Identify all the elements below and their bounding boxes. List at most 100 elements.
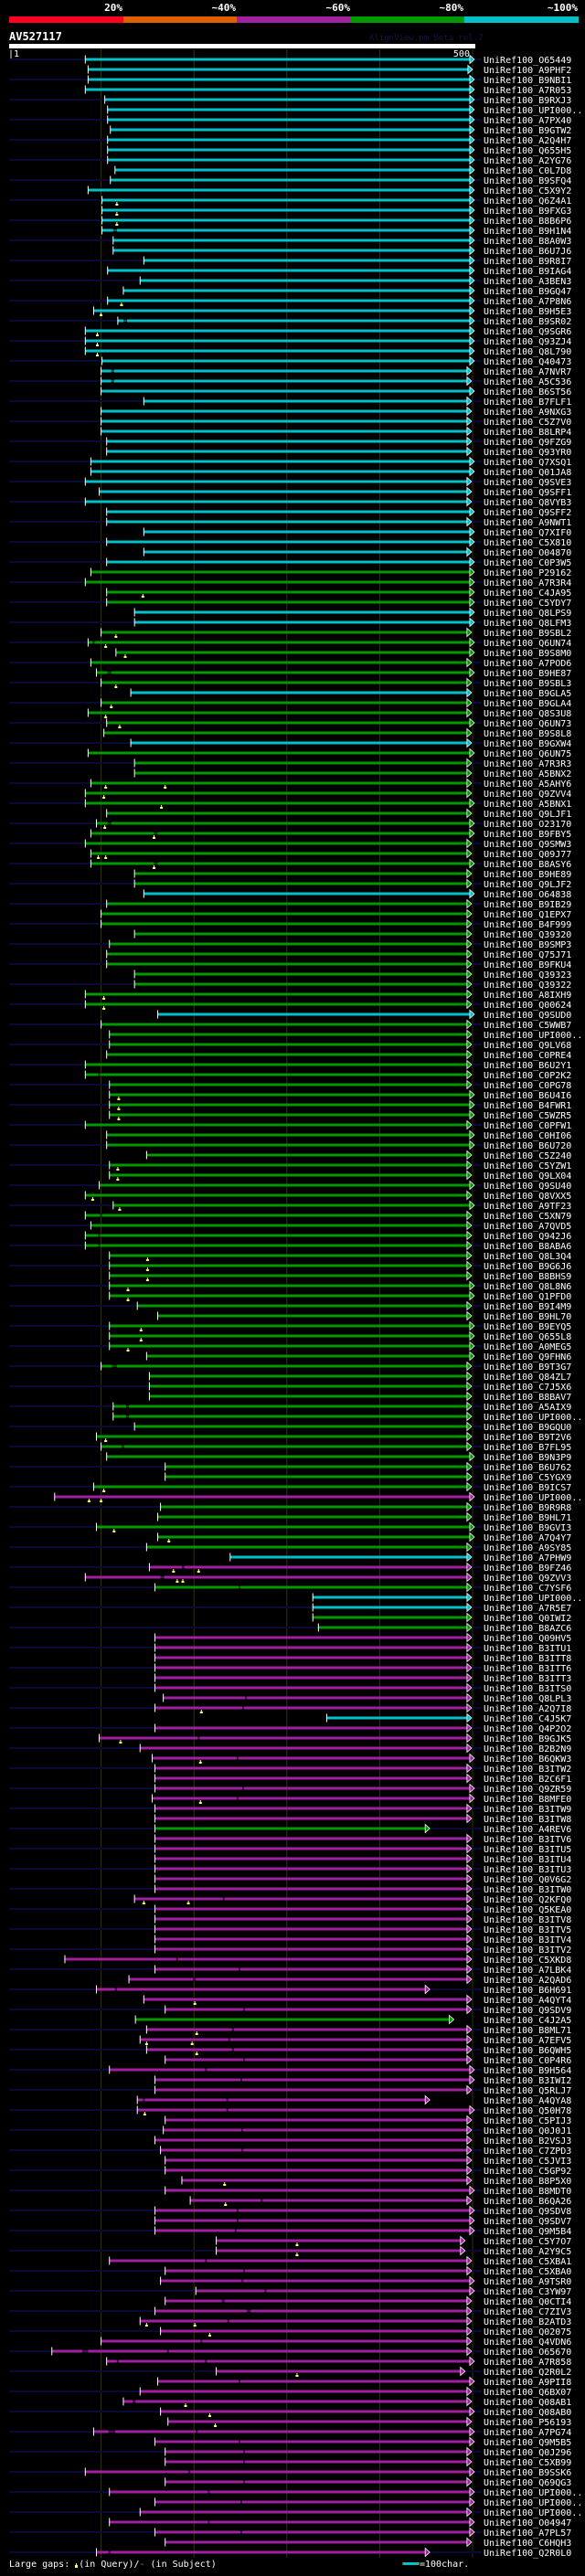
subject-label[interactable]: UniRef100_A9PII8 [484,2378,571,2388]
subject-label[interactable]: UniRef100_B9ICS7 [484,1483,571,1493]
subject-label[interactable]: UniRef100_C6HQH3 [484,2539,571,2549]
alignment-row[interactable]: UniRef100_C5PIJ3 [165,2115,571,2127]
alignment-row[interactable]: UniRef100_B9T2V6 [96,1431,571,1444]
alignment-row[interactable]: UniRef100_Q2R0L2 [9,2366,571,2379]
subject-label[interactable]: UniRef100_UPI000.. [484,1413,582,1423]
subject-label[interactable]: UniRef100_B8ABA6 [484,1242,571,1252]
subject-label[interactable]: UniRef100_B9SR02 [484,317,571,327]
subject-label[interactable]: UniRef100_A7PG74 [484,2428,571,2438]
alignment-row[interactable]: UniRef100_Q9LV68 [9,1039,571,1052]
alignment-row[interactable]: UniRef100_B8AZC6 [9,1622,571,1635]
subject-label[interactable]: UniRef100_C5Y7O7 [484,2237,571,2247]
subject-label[interactable]: UniRef100_A7PX40 [484,116,571,126]
subject-label[interactable]: UniRef100_B6H691 [484,1986,571,1996]
alignment-row[interactable]: UniRef100_Q8S3U8 [87,707,571,720]
alignment-row[interactable]: UniRef100_Q50H78 [9,2104,571,2117]
alignment-row[interactable]: UniRef100_B3IWI2 [154,2074,571,2087]
alignment-row[interactable]: UniRef100_Q00624 [9,999,571,1012]
alignment-row[interactable]: UniRef100_Q942J6 [84,1230,572,1243]
alignment-row[interactable]: UniRef100_B9SMP3 [9,938,571,951]
alignment-row[interactable]: UniRef100_C5XBA1 [109,2255,571,2268]
alignment-row[interactable]: UniRef100_B9GJK5 [99,1733,571,1745]
alignment-row[interactable]: UniRef100_B8P5X0 [181,2175,571,2188]
alignment-row[interactable]: UniRef100_UPI000.. [112,1411,582,1424]
alignment-row[interactable]: UniRef100_B9N3P9 [106,1451,571,1464]
alignment-row[interactable]: UniRef100_Q8L790 [84,345,572,358]
alignment-row[interactable]: UniRef100_B6QKW3 [151,1753,571,1765]
alignment-row[interactable]: UniRef100_Q9SVE3 [9,476,571,489]
alignment-row[interactable]: UniRef100_A9SY85 [9,1542,571,1554]
subject-label[interactable]: UniRef100_Q9ZR59 [484,1785,571,1795]
subject-label[interactable]: UniRef100_Q6UN74 [484,639,571,649]
subject-label[interactable]: UniRef100_B8MDT0 [484,2187,571,2197]
alignment-row[interactable]: UniRef100_Q1PFD0 [109,1290,571,1303]
alignment-row[interactable]: UniRef100_A7PG74 [9,2426,571,2439]
subject-label[interactable]: UniRef100_Q75J71 [484,950,571,960]
subject-label[interactable]: UniRef100_B9GQ47 [484,287,571,297]
alignment-row[interactable]: UniRef100_B3ITT8 [154,1652,571,1665]
subject-label[interactable]: UniRef100_Q655H5 [484,146,571,156]
subject-label[interactable]: UniRef100_Q08AB0 [484,2408,571,2418]
alignment-row[interactable]: UniRef100_B9NBI1 [9,74,571,87]
subject-label[interactable]: UniRef100_O65449 [484,56,571,66]
subject-label[interactable]: UniRef100_Q5KEA0 [484,1905,571,1915]
subject-label[interactable]: UniRef100_C0PFW1 [484,1121,571,1131]
subject-label[interactable]: UniRef100_B3ITS0 [484,1684,571,1694]
subject-label[interactable]: UniRef100_B9HL70 [484,1312,571,1322]
subject-label[interactable]: UniRef100_Q2R0L2 [484,2368,571,2378]
alignment-row[interactable]: UniRef100_B9HE87 [96,667,571,680]
alignment-row[interactable]: UniRef100_Q9M5B4 [9,2225,571,2238]
alignment-row[interactable]: UniRef100_C0PFW1 [9,1119,571,1132]
alignment-row[interactable]: UniRef100_B8ASY6 [9,858,571,871]
subject-label[interactable]: UniRef100_Q8LPL3 [484,1694,571,1704]
alignment-row[interactable]: UniRef100_UPI000.. [312,1592,583,1605]
subject-label[interactable]: UniRef100_Q9LX04 [484,1171,571,1182]
alignment-row[interactable]: UniRef100_C5YDY7 [9,597,571,610]
subject-label[interactable]: UniRef100_C5Z240 [484,1151,571,1161]
subject-label[interactable]: UniRef100_Q09HV5 [484,1634,571,1644]
subject-label[interactable]: UniRef100_C5XKD8 [484,1956,571,1966]
subject-label[interactable]: UniRef100_B7FLF1 [484,398,571,408]
subject-label[interactable]: UniRef100_Q9SDV8 [484,2207,571,2217]
subject-label[interactable]: UniRef100_B9EYQ5 [484,1322,571,1332]
alignment-row[interactable]: UniRef100_A5BNX2 [133,768,572,780]
subject-label[interactable]: UniRef100_B3ITV8 [484,1915,571,1925]
subject-label[interactable]: UniRef100_B8A0W3 [484,237,571,247]
alignment-row[interactable]: UniRef100_B2ATD3 [139,2316,572,2328]
subject-label[interactable]: UniRef100_Q9SFF2 [484,508,571,518]
alignment-row[interactable]: UniRef100_A2QAD6 [128,1974,572,1987]
subject-label[interactable]: UniRef100_A9NXG3 [484,408,571,418]
subject-label[interactable]: UniRef100_Q40473 [484,357,571,367]
alignment-row[interactable]: UniRef100_Q9SFF2 [106,506,571,519]
subject-label[interactable]: UniRef100_C7ZIV3 [484,2307,571,2317]
subject-label[interactable]: UniRef100_C4J2A5 [484,2016,571,2026]
alignment-row[interactable]: UniRef100_B8ABA6 [9,1240,571,1253]
alignment-row[interactable]: UniRef100_Q8L3Q4 [109,1250,571,1263]
subject-label[interactable]: UniRef100_Q9ZVV4 [484,790,571,800]
subject-label[interactable]: UniRef100_Q0IWI2 [484,1614,571,1624]
alignment-row[interactable]: UniRef100_A9NXG3 [101,406,571,419]
alignment-row[interactable]: UniRef100_C7ZPD3 [9,2145,571,2157]
subject-label[interactable]: UniRef100_Q8LFM3 [484,619,571,629]
alignment-row[interactable]: UniRef100_B7FL95 [9,1441,571,1454]
subject-label[interactable]: UniRef100_B9G6J6 [484,1262,571,1272]
subject-label[interactable]: UniRef100_Q9SFF1 [484,488,571,498]
subject-label[interactable]: UniRef100_Q00624 [484,1001,571,1011]
subject-label[interactable]: UniRef100_B8MFE0 [484,1795,571,1805]
alignment-row[interactable]: UniRef100_A2Q4H7 [9,134,571,147]
alignment-row[interactable]: UniRef100_B8LRP4 [101,426,571,439]
subject-label[interactable]: UniRef100_Q9LJF2 [484,880,571,890]
subject-label[interactable]: UniRef100_B8P5X0 [484,2177,571,2187]
alignment-row[interactable]: UniRef100_C0P2K2 [84,1069,572,1082]
subject-label[interactable]: UniRef100_B3ITU1 [484,1644,571,1654]
subject-label[interactable]: UniRef100_B7FL95 [484,1443,571,1453]
alignment-row[interactable]: UniRef100_Q4P2O2 [9,1723,571,1735]
alignment-row[interactable]: UniRef100_C5X9Y2 [87,185,571,197]
alignment-row[interactable]: UniRef100_O04870 [143,546,572,559]
subject-label[interactable]: UniRef100_Q9SU40 [484,1182,571,1192]
alignment-row[interactable]: UniRef100_Q9SDV7 [154,2215,571,2228]
subject-label[interactable]: UniRef100_Q6UN73 [484,719,571,729]
alignment-row[interactable]: UniRef100_A9NWT1 [9,516,571,529]
alignment-row[interactable]: UniRef100_A3BEN3 [9,275,571,288]
alignment-row[interactable]: UniRef100_B9SR02 [9,315,571,328]
